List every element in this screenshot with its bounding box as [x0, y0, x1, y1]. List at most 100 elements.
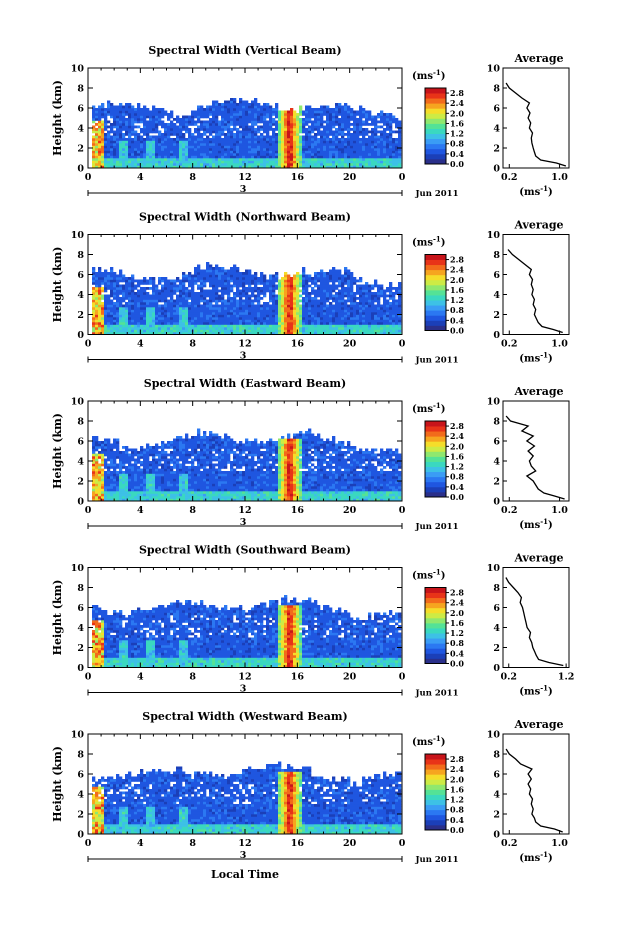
heatmap-cell — [125, 103, 129, 106]
heatmap-cell — [317, 123, 321, 126]
heatmap-cell — [377, 143, 381, 146]
heatmap-cell — [230, 309, 234, 313]
colorbar-tick-label: 2.8 — [450, 255, 464, 265]
heatmap-cell — [143, 163, 147, 166]
heatmap-cell — [341, 292, 345, 295]
heatmap-cell — [323, 277, 327, 280]
heatmap-cell — [254, 299, 258, 303]
heatmap-cell — [272, 314, 276, 318]
heatmap-cell — [335, 287, 339, 290]
heatmap-cell — [317, 304, 321, 308]
heatmap-cell — [242, 272, 246, 275]
heatmap-cell — [239, 294, 243, 298]
heatmap-cell — [137, 145, 141, 149]
heatmap-cell — [122, 140, 126, 144]
heatmap-cell — [221, 292, 225, 295]
heatmap-cell — [383, 317, 387, 320]
heatmap-cell — [314, 272, 318, 275]
heatmap-cell — [182, 279, 186, 283]
heatmap-cell — [221, 327, 225, 330]
heatmap-cell — [290, 327, 294, 330]
heatmap-cell — [290, 302, 294, 305]
heatmap-cell — [95, 294, 99, 298]
heatmap-cell — [107, 294, 111, 298]
colorbar-tick-label: 2.4 — [450, 98, 464, 108]
heatmap-cell — [176, 115, 180, 119]
heatmap-cell — [299, 307, 303, 310]
heatmap-cell — [281, 130, 285, 134]
heatmap-cell — [371, 153, 375, 156]
heatmap-cell — [320, 312, 324, 315]
heatmap-cell — [260, 304, 264, 308]
heatmap-cell — [302, 292, 306, 295]
heatmap-cell — [206, 294, 210, 298]
heatmap-cell — [134, 307, 138, 310]
heatmap-cell — [116, 322, 120, 325]
heatmap-cell — [341, 130, 345, 134]
heatmap-cell — [308, 292, 312, 295]
heatmap-cell — [251, 165, 255, 169]
heatmap-cell — [257, 138, 261, 141]
heatmap-cell — [248, 284, 252, 288]
heatmap-cell — [272, 120, 276, 124]
heatmap-cell — [371, 319, 375, 323]
heatmap-cell — [266, 163, 270, 166]
heatmap-cell — [356, 312, 360, 315]
heatmap-cell — [104, 115, 108, 119]
heatmap-cell — [122, 148, 126, 151]
heatmap-cell — [287, 153, 291, 156]
heatmap-cell — [191, 150, 195, 154]
heatmap-cell — [257, 120, 261, 124]
heatmap-cell — [191, 287, 195, 290]
heatmap-cell — [170, 287, 174, 290]
heatmap-cell — [311, 292, 315, 295]
heatmap-cell — [332, 317, 336, 320]
heatmap-cell — [191, 115, 195, 119]
heatmap-cell — [110, 289, 114, 293]
heatmap-cell — [272, 123, 276, 126]
heatmap-cell — [395, 140, 399, 144]
heatmap-cell — [287, 113, 291, 116]
heatmap-cell — [266, 289, 270, 293]
heatmap-cell — [374, 123, 378, 126]
heatmap-cell — [95, 138, 99, 141]
heatmap-cell — [275, 108, 279, 111]
heatmap-cell — [239, 143, 243, 146]
heatmap-cell — [233, 110, 237, 114]
heatmap-cell — [209, 307, 213, 310]
heatmap-cell — [356, 143, 360, 146]
heatmap-cell — [275, 287, 279, 290]
heatmap-cell — [302, 269, 306, 273]
heatmap-cell — [191, 279, 195, 283]
heatmap-cell — [98, 299, 102, 303]
heatmap-cell — [176, 277, 180, 280]
colorbar-segment — [425, 310, 446, 316]
heatmap-cell — [383, 163, 387, 166]
heatmap-cell — [317, 332, 321, 335]
heatmap-cell — [179, 125, 183, 129]
heatmap-cell — [143, 150, 147, 154]
heatmap-cell — [269, 312, 273, 315]
colorbar-segment — [425, 153, 446, 160]
heatmap-cell — [224, 274, 228, 278]
heatmap-cell — [266, 143, 270, 146]
heatmap-cell — [278, 322, 282, 325]
heatmap-cell — [371, 130, 375, 134]
heatmap-cell — [362, 113, 366, 116]
heatmap-cell — [314, 292, 318, 295]
heatmap-cell — [311, 145, 315, 149]
heatmap-cell — [116, 324, 120, 328]
heatmap-cell — [194, 332, 198, 335]
heatmap-cell — [371, 158, 375, 161]
heatmap-cell — [221, 317, 225, 320]
heatmap-cell — [290, 299, 294, 303]
heatmap-cell — [359, 319, 363, 323]
heatmap-cell — [188, 322, 192, 325]
heatmap-cell — [236, 115, 240, 119]
heatmap-cell — [320, 150, 324, 154]
heatmap-cell — [329, 108, 333, 111]
heatmap-cell — [338, 128, 342, 131]
heatmap-cell — [239, 282, 243, 285]
heatmap-cell — [278, 297, 282, 300]
heatmap-cell — [173, 312, 177, 315]
